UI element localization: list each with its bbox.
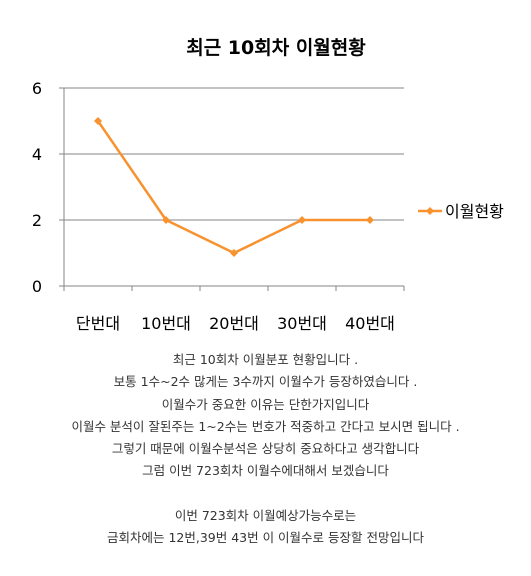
caption-line: 최근 10회차 이월분포 현황입니다 . — [172, 352, 359, 367]
y-tick-label: 6 — [32, 79, 42, 98]
series-line — [96, 120, 370, 255]
x-tick-label: 40번대 — [345, 314, 395, 333]
x-tick-label: 20번대 — [209, 314, 259, 333]
data-point — [94, 117, 102, 125]
caption-line — [0, 483, 531, 505]
x-tick-labels: 단번대 10번대 20번대 30번대 40번대 — [76, 314, 395, 333]
legend: 이월현황 — [418, 202, 504, 221]
grid-lines — [64, 87, 404, 221]
data-point — [230, 249, 238, 257]
data-point — [298, 216, 306, 224]
series-layer — [94, 117, 374, 257]
caption-line: 이월수 분석이 잘된주는 1~2수는 번호가 적중하고 간다고 보시면 됩니다 … — [71, 418, 460, 434]
y-tick-label: 4 — [32, 145, 42, 164]
data-point — [366, 216, 374, 224]
x-tick-label: 단번대 — [76, 314, 120, 333]
y-tick-label: 2 — [32, 211, 42, 230]
caption-line: 보통 1수~2수 많게는 3수까지 이월수가 등장하였습니다 . — [113, 374, 418, 390]
legend-marker — [426, 207, 434, 215]
caption-line: 금회차에는 12번,39번 43번 이 이월수로 등장할 전망입니다 — [106, 530, 425, 546]
line-chart: 최근 10회차 이월현황 0 2 4 6 단번대 10번대 20번대 30번대 40번대 이월… — [32, 36, 504, 333]
y-tick-labels: 0 2 4 6 — [32, 79, 42, 296]
caption-line: 이번 723회차 이월예상가능수로는 — [174, 508, 357, 524]
legend-label: 이월현황 — [445, 202, 504, 221]
x-tick-label: 10번대 — [141, 314, 191, 333]
data-point — [162, 216, 170, 224]
caption-line: 그렇기 때문에 이월수분석은 상당히 중요하다고 생각합니다 — [111, 441, 420, 457]
chart-title: 최근 10회차 이월현황 — [186, 36, 366, 59]
y-tick-label: 0 — [32, 277, 42, 296]
caption-line: 이월수가 중요한 이유는 단한가지입니다 — [161, 396, 370, 412]
axes — [59, 87, 405, 291]
x-tick-label: 30번대 — [277, 314, 327, 333]
caption-text: 최근 10회차 이월분포 현황입니다 . 보통 1수~2수 많게는 3수까지 이월… — [0, 349, 531, 550]
caption-line: 그럼 이번 723회차 이월수에대해서 보겠습니다 — [142, 463, 389, 479]
